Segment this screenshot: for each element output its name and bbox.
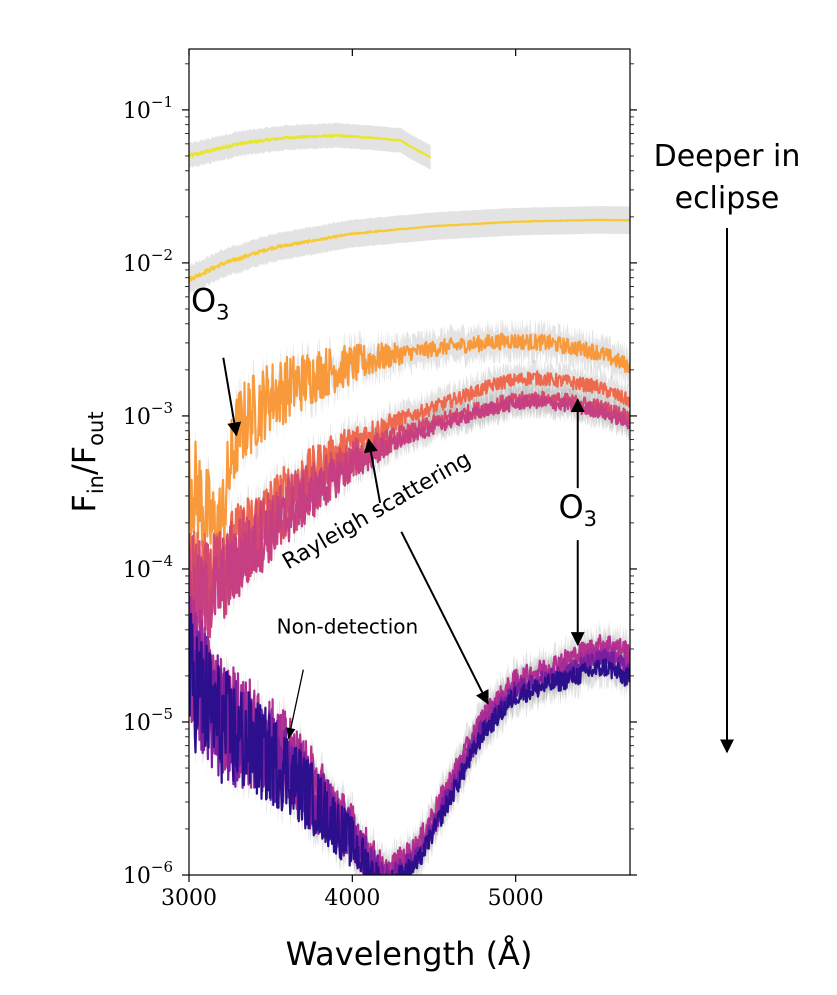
o3-right-label: O3 — [558, 488, 597, 531]
y-tick-label-5: 10−1 — [123, 93, 173, 124]
series-line-5 — [189, 393, 630, 636]
y-tick-label-4: 10−2 — [123, 246, 173, 277]
series-band-1 — [189, 205, 630, 295]
rayleigh-arrow-down — [400, 531, 489, 705]
non-detection-label: Non-detection — [277, 614, 419, 638]
non-detection-arrow — [286, 669, 304, 740]
series-lines — [189, 133, 630, 875]
x-tick-label-0: 3000 — [161, 886, 217, 911]
y-tick-label-0: 10−6 — [123, 858, 173, 889]
y-tick-label-2: 10−4 — [123, 552, 173, 583]
series-line-0 — [189, 133, 432, 159]
side-note: Deeper in eclipse — [654, 139, 801, 754]
y-tick-label-3: 10−3 — [123, 399, 173, 430]
side-note-line-1: Deeper in — [654, 139, 801, 174]
y-tick-label-1: 10−5 — [123, 705, 173, 736]
series-line-1 — [189, 218, 630, 282]
series-line-2 — [189, 332, 630, 568]
o3-left-label: O3 — [191, 282, 230, 325]
rayleigh-arrow-up — [364, 438, 382, 504]
o3-left-arrow — [222, 357, 242, 437]
y-axis: 10−6 10−5 10−4 10−3 10−2 10−1 — [123, 63, 637, 889]
side-note-line-2: eclipse — [675, 181, 780, 216]
x-tick-label-2: 5000 — [488, 886, 544, 911]
y-axis-label: Fin/Fout — [65, 411, 108, 512]
series-band-0 — [189, 122, 431, 170]
x-axis: 3000 4000 5000 — [161, 49, 544, 911]
series-line-9 — [189, 612, 630, 875]
x-axis-label: Wavelength (Å) — [286, 935, 533, 973]
x-tick-label-1: 4000 — [324, 886, 380, 911]
